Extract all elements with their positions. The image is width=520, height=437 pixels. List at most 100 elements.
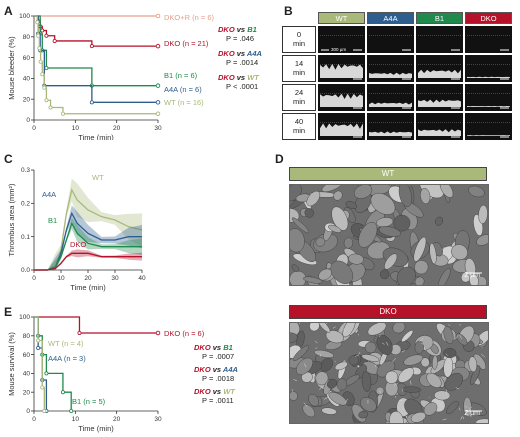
sem-filopodia xyxy=(291,389,293,392)
panel-a-series-3-line xyxy=(34,15,158,103)
sem-filopodia xyxy=(323,397,328,400)
sem-filopodia xyxy=(455,387,460,390)
panel-b-micrograph xyxy=(367,26,414,53)
panel-e-ytick-label: 100 xyxy=(19,314,30,321)
sem-platelet xyxy=(315,371,329,386)
sem-filopodia xyxy=(401,349,406,353)
panel-e-stat-2: DKO vs WT xyxy=(194,387,236,396)
sem-platelet xyxy=(401,330,414,343)
panel-c-xtick-label: 30 xyxy=(111,275,119,282)
panel-c-series-3-line xyxy=(34,252,142,271)
panel-e-ytick-label: 20 xyxy=(23,389,31,396)
panel-b-column-header-b1: B1 xyxy=(416,12,463,24)
panel-b-micrograph-drawing xyxy=(418,35,461,51)
panel-c-xtick-label: 0 xyxy=(32,275,36,282)
sem-filopodia xyxy=(402,407,404,410)
sem-platelet xyxy=(321,185,344,192)
sem-filopodia xyxy=(319,354,321,357)
panel-a-series-2-endpoint xyxy=(155,83,161,88)
panel-a-legend-2: B1 (n = 6) xyxy=(164,71,198,80)
sem-platelet xyxy=(451,244,468,260)
sem-filopodia xyxy=(355,354,359,357)
panel-e-stat-0: DKO vs B1 xyxy=(194,343,233,352)
sem-filopodia xyxy=(315,347,318,350)
panel-a-series-2-line xyxy=(34,15,158,87)
sem-platelet xyxy=(439,185,454,198)
panel-letter-b: B xyxy=(284,4,293,18)
sem-platelet xyxy=(309,323,320,332)
sem-platelet xyxy=(398,185,412,208)
sem-platelet xyxy=(361,354,380,362)
panel-a-xtick-label: 30 xyxy=(154,125,162,132)
panel-a-series-4-point xyxy=(37,46,42,51)
sem-platelet xyxy=(402,386,422,393)
panel-a-chart: 0 20 40 60 80 100 0 10 20 30 Time (min) Mouse bleed… xyxy=(7,13,262,140)
sem-platelet xyxy=(380,269,390,280)
thrombus-signal xyxy=(467,106,510,107)
sem-filopodia xyxy=(298,323,300,324)
sem-platelet xyxy=(336,378,348,391)
panel-a-xtick-label: 20 xyxy=(113,125,121,132)
thrombus-signal xyxy=(418,69,461,78)
sem-platelet xyxy=(330,260,354,284)
panel-e-ytick-label: 80 xyxy=(23,333,31,340)
panel-b-micrograph xyxy=(416,84,463,111)
sem-platelet xyxy=(367,323,387,336)
sem-platelet xyxy=(319,358,333,372)
sem-platelet xyxy=(396,266,416,285)
panel-a-ytick-label: 20 xyxy=(23,96,31,103)
sem-filopodia xyxy=(394,383,397,387)
sem-platelet xyxy=(375,386,385,395)
panel-a-legend-3: A4A (n = 6) xyxy=(164,85,202,94)
panel-b-micrograph xyxy=(367,113,414,140)
sem-filopodia xyxy=(460,416,463,420)
panel-letter-d: D xyxy=(275,152,284,166)
panel-e-legend-1: WT (n = 4) xyxy=(48,339,84,348)
panel-e-xtick-label: 20 xyxy=(113,416,121,423)
sem-platelet xyxy=(410,411,426,423)
panel-b-micrograph xyxy=(465,84,512,111)
panel-e-stat-1: DKO vs A4A xyxy=(194,365,238,374)
panel-b-micrograph xyxy=(416,113,463,140)
panel-c-xtick-label: 40 xyxy=(138,275,146,282)
sem-platelet xyxy=(328,391,347,406)
thrombus-signal xyxy=(369,131,412,136)
sem-platelet xyxy=(342,323,356,338)
sem-platelet xyxy=(290,332,298,344)
sem-platelet xyxy=(420,357,430,368)
thrombus-signal xyxy=(467,76,510,78)
sem-platelet xyxy=(321,407,337,415)
panel-b-row-label: 40 min xyxy=(282,113,316,140)
panel-b-micrograph-drawing xyxy=(369,35,412,51)
sem-filopodia xyxy=(394,380,397,382)
sem-platelet xyxy=(327,378,337,389)
sem-platelet xyxy=(360,397,377,412)
panel-b-scale-label: 300 µm xyxy=(331,47,346,52)
panel-a-series-0-endpoint xyxy=(155,13,161,19)
sem-platelet xyxy=(328,224,342,233)
panel-e-series-3-point xyxy=(42,409,47,414)
sem-platelet xyxy=(429,243,437,265)
sem-platelet xyxy=(334,361,348,371)
panel-a-stat-1: DKO vs A4A xyxy=(218,49,262,58)
sem-platelet xyxy=(333,190,343,201)
sem-platelet xyxy=(331,206,349,231)
sem-filopodia xyxy=(445,389,447,394)
sem-filopodia xyxy=(459,324,462,326)
panel-b-row-label: 14 min xyxy=(282,55,316,82)
sem-filopodia xyxy=(401,388,404,392)
sem-platelet xyxy=(302,404,316,418)
panel-e-series-1-line xyxy=(34,316,72,411)
sem-platelet xyxy=(314,349,334,358)
sem-filopodia xyxy=(314,340,318,344)
sem-platelet xyxy=(325,330,344,344)
panel-a-ylabel: Mouse bleeder (%) xyxy=(7,36,16,100)
panel-e-series-2-point xyxy=(36,346,41,351)
panel-e-xtick-label: 30 xyxy=(154,416,162,423)
panel-b-micrograph-drawing xyxy=(418,122,461,138)
sem-filopodia xyxy=(448,324,451,326)
sem-platelet xyxy=(413,236,427,262)
panel-b-micrograph-drawing xyxy=(320,93,363,109)
sem-platelet xyxy=(414,260,429,275)
sem-platelet xyxy=(302,276,323,284)
